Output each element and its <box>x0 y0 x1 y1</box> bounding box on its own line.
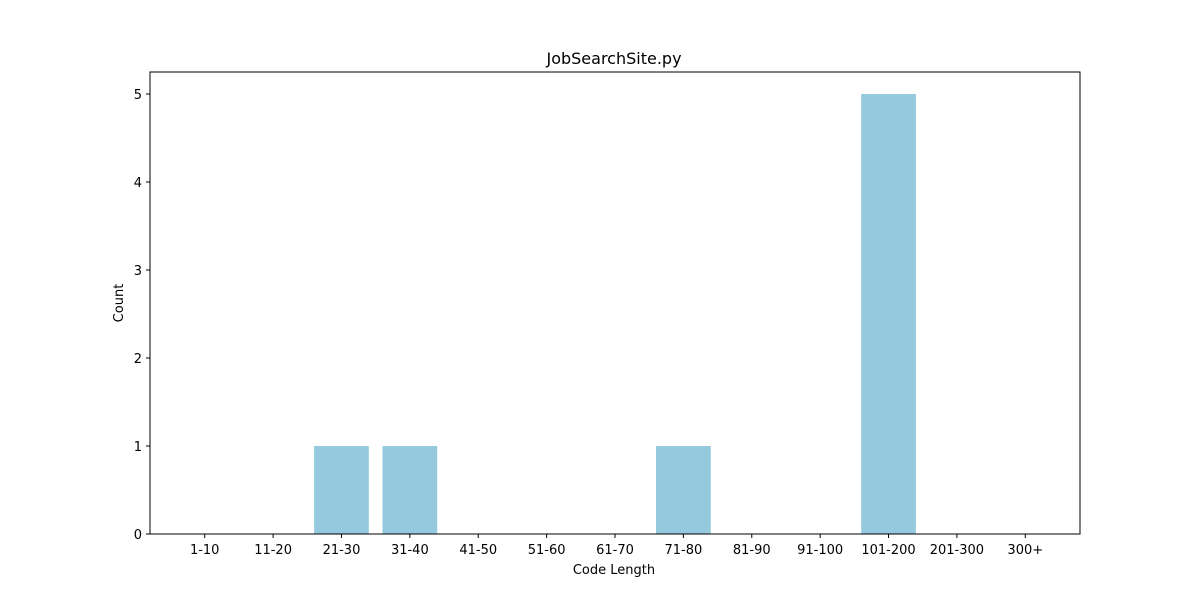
y-tick-label: 1 <box>134 440 142 455</box>
x-tick-label: 31-40 <box>391 543 429 558</box>
y-tick-label: 2 <box>134 352 142 367</box>
bar-101-200 <box>861 94 916 534</box>
x-tick-label: 71-80 <box>664 543 702 558</box>
x-tick-label: 21-30 <box>323 543 361 558</box>
y-tick-label: 5 <box>134 88 142 103</box>
x-tick-label: 201-300 <box>930 543 984 558</box>
x-tick-label: 101-200 <box>861 543 915 558</box>
x-tick-label: 11-20 <box>254 543 292 558</box>
x-axis-label: Code Length <box>573 563 655 578</box>
bars <box>314 94 916 534</box>
y-tick-label: 3 <box>134 264 142 279</box>
bar-21-30 <box>314 446 369 534</box>
y-axis: 0 1 2 3 4 5 <box>134 88 150 543</box>
x-tick-label: 1-10 <box>190 543 220 558</box>
y-tick-label: 0 <box>134 528 142 543</box>
bar-71-80 <box>656 446 711 534</box>
x-tick-label: 61-70 <box>596 543 634 558</box>
chart-title: JobSearchSite.py <box>545 49 681 68</box>
y-axis-label: Count <box>112 284 127 323</box>
bar-31-40 <box>382 446 438 534</box>
x-tick-label: 81-90 <box>733 543 771 558</box>
x-tick-label: 41-50 <box>459 543 497 558</box>
x-tick-label: 51-60 <box>528 543 566 558</box>
x-tick-label: 91-100 <box>797 543 843 558</box>
y-tick-label: 4 <box>134 176 142 191</box>
x-tick-label: 300+ <box>1007 543 1043 558</box>
plot-frame <box>149 71 1081 535</box>
x-axis: 1-10 11-20 21-30 31-40 41-50 51-60 61-70 71-80 8… <box>190 534 1043 558</box>
